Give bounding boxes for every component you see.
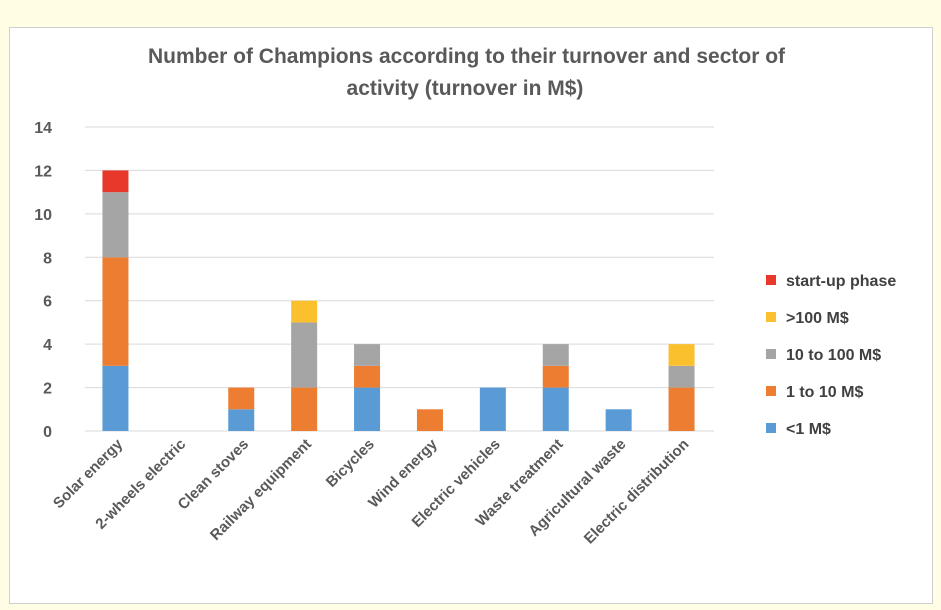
legend-label: >100 M$: [786, 310, 849, 327]
y-tick-label: 0: [43, 424, 52, 441]
bar-segment: [479, 387, 506, 431]
bar-segment: [102, 365, 129, 431]
y-tick-label: 12: [34, 163, 52, 180]
x-category-label: Electric distribution: [581, 436, 693, 548]
legend-label: start-up phase: [786, 273, 896, 290]
chart-title-line-1: Number of Champions according to their t…: [147, 45, 786, 68]
y-tick-label: 4: [43, 337, 52, 354]
legend-swatch: [766, 386, 776, 396]
legend-label: <1 M$: [786, 421, 831, 438]
bar-segment: [102, 192, 129, 258]
bar-segment: [542, 387, 569, 431]
y-tick-label: 14: [34, 120, 52, 137]
bar-segment: [416, 409, 443, 431]
bar-segment: [542, 365, 569, 388]
legend-swatch: [766, 312, 776, 322]
bar-segment: [291, 387, 318, 431]
y-tick-label: 2: [43, 381, 52, 398]
y-tick-label: 10: [34, 207, 52, 224]
x-category-label: Bicycles: [323, 436, 378, 491]
legend-label: 10 to 100 M$: [786, 347, 881, 364]
bar-segment: [542, 344, 569, 366]
bar-segment: [228, 409, 255, 431]
chart-title-line-2: activity (turnover in M$): [346, 77, 584, 100]
legend-swatch: [766, 423, 776, 433]
legend-swatch: [766, 349, 776, 359]
bar-segment: [354, 387, 381, 431]
bar-segment: [102, 257, 129, 366]
bar-segment: [291, 322, 318, 388]
bar-segment: [102, 170, 129, 193]
bar-segment: [228, 387, 255, 410]
bar-segment: [605, 409, 632, 431]
bar-segment: [668, 344, 695, 366]
y-tick-label: 6: [43, 294, 52, 311]
bar-segment: [668, 387, 695, 431]
legend-swatch: [766, 275, 776, 285]
chart-frame: [9, 27, 933, 604]
bar-segment: [291, 300, 318, 323]
bar-segment: [354, 344, 381, 366]
y-tick-label: 8: [43, 250, 52, 267]
bar-segment: [668, 365, 695, 388]
legend-label: 1 to 10 M$: [786, 384, 863, 401]
bar-segment: [354, 365, 381, 388]
